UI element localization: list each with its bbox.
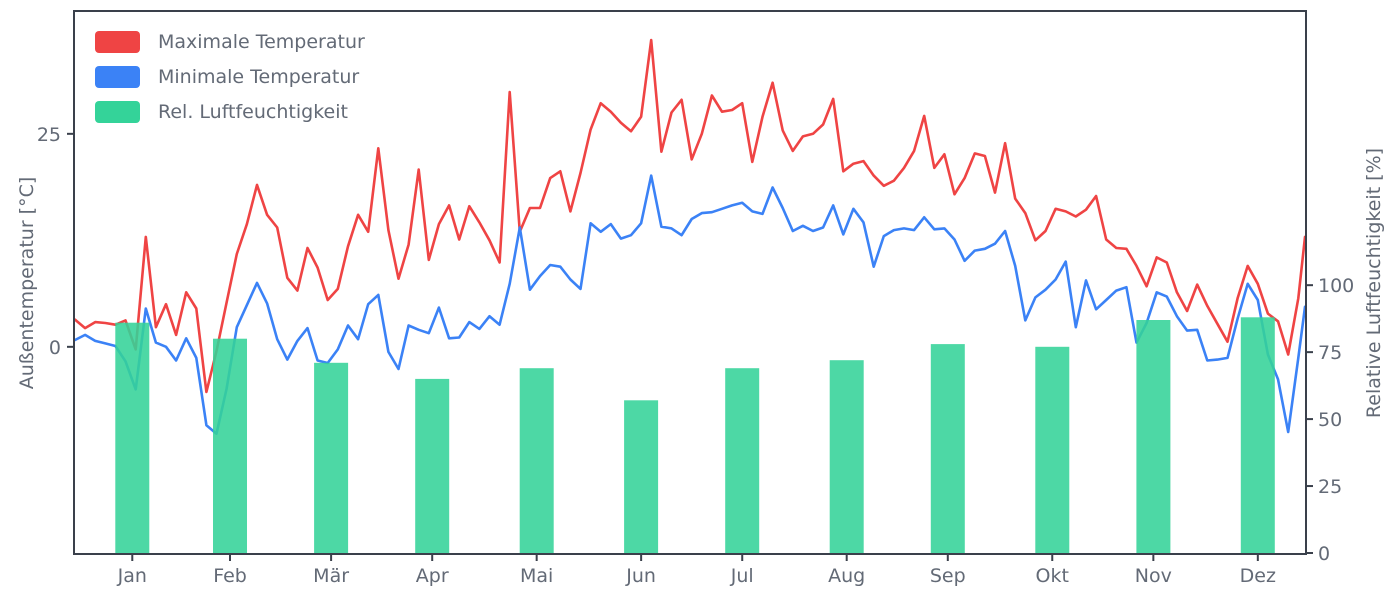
humidity-bar-dez	[1240, 317, 1275, 553]
x-tick-label-aug: Aug	[828, 565, 865, 587]
legend-patch-humidity	[95, 101, 140, 123]
x-tick-label-mär: Mär	[313, 565, 349, 587]
humidity-bar-jun	[624, 400, 659, 553]
humidity-bar-aug	[829, 360, 864, 553]
x-tick-label-jun: Jun	[625, 565, 656, 587]
x-tick-label-jul: Jul	[730, 565, 754, 587]
legend-entry-max-temp: Maximale Temperatur	[95, 31, 365, 53]
left-tick-label-25: 25	[37, 124, 61, 146]
humidity-bar-feb	[213, 338, 247, 553]
right-tick-label-25: 25	[1318, 476, 1342, 498]
legend-entry-min-temp: Minimale Temperatur	[95, 66, 365, 88]
humidity-bar-apr	[415, 378, 450, 553]
humidity-bar-nov	[1136, 320, 1171, 553]
humidity-bar-mär	[314, 362, 349, 553]
legend: Maximale Temperatur Minimale Temperatur …	[95, 31, 365, 123]
right-tick-label-0: 0	[1318, 543, 1330, 565]
legend-label-max-temp: Maximale Temperatur	[158, 31, 365, 53]
x-tick-label-dez: Dez	[1240, 565, 1276, 587]
max-temp-line	[73, 38, 1307, 394]
x-tick-label-feb: Feb	[213, 565, 247, 587]
x-tick-label-okt: Okt	[1036, 565, 1069, 587]
humidity-bar-jan	[115, 322, 150, 553]
axes-box	[73, 10, 1307, 555]
legend-patch-min-temp	[95, 66, 140, 88]
legend-patch-max-temp	[95, 31, 140, 53]
humidity-bar-mai	[519, 368, 554, 553]
x-tick-label-mai: Mai	[520, 565, 553, 587]
humidity-bar-jul	[725, 368, 760, 553]
min-temp-line	[73, 174, 1307, 436]
x-tick-label-sep: Sep	[930, 565, 966, 587]
x-tick-label-nov: Nov	[1135, 565, 1172, 587]
right-tick-label-100: 100	[1318, 275, 1354, 297]
x-tick-label-apr: Apr	[416, 565, 449, 587]
left-tick-label-0: 0	[49, 337, 61, 359]
legend-label-humidity: Rel. Luftfeuchtigkeit	[158, 101, 348, 123]
legend-label-min-temp: Minimale Temperatur	[158, 66, 360, 88]
x-tick-label-jan: Jan	[117, 565, 147, 587]
humidity-bar-okt	[1035, 346, 1070, 553]
right-tick-label-75: 75	[1318, 342, 1342, 364]
legend-entry-humidity: Rel. Luftfeuchtigkeit	[95, 101, 365, 123]
humidity-bar-sep	[930, 344, 965, 553]
right-tick-label-50: 50	[1318, 409, 1342, 431]
